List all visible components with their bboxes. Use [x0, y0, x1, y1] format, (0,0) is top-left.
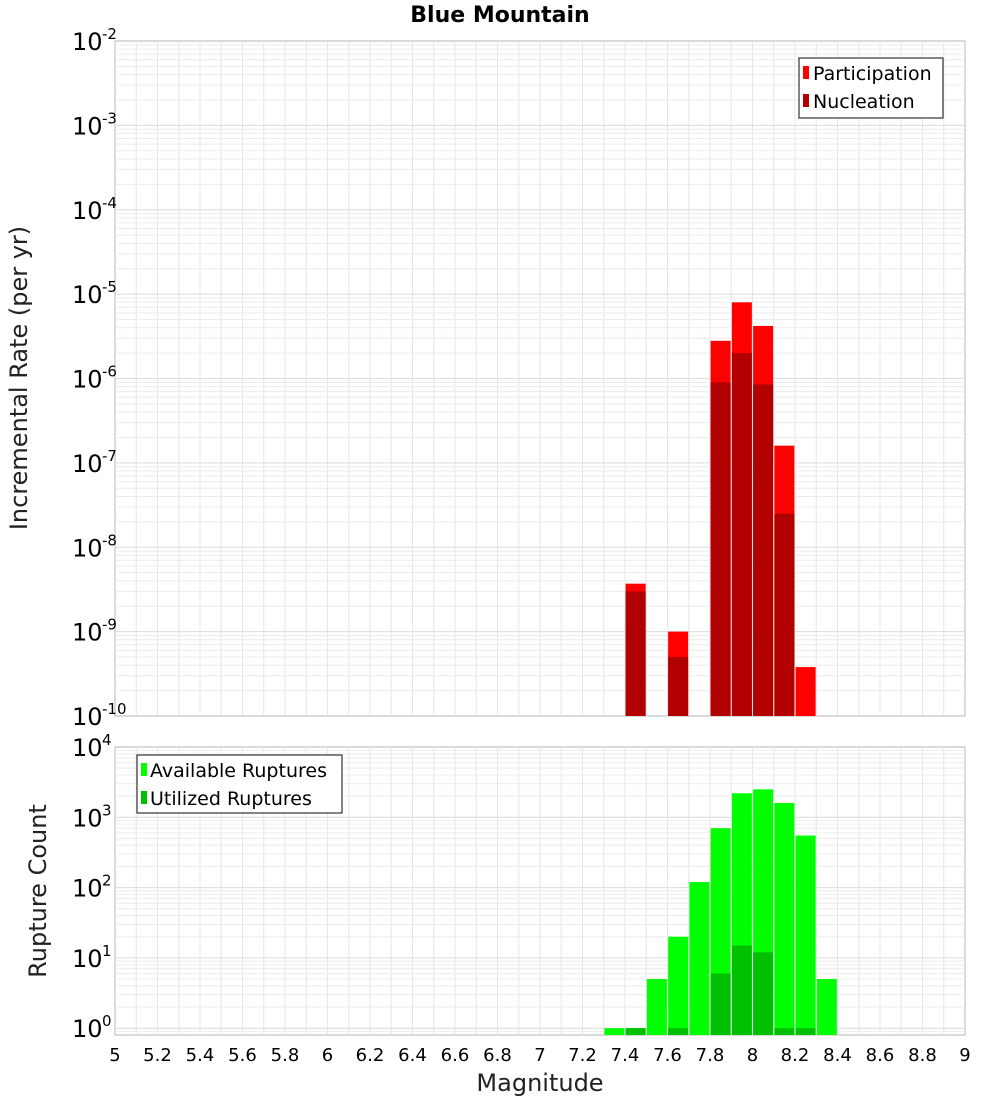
- count-bar-available-ruptures: [795, 835, 816, 1035]
- nucleation-legend-swatch: [803, 94, 809, 107]
- count-legend-box: [136, 754, 343, 814]
- rate-grid: [115, 41, 965, 716]
- rate-y-tick-label: 10: [72, 534, 103, 562]
- count-legend: Available Ruptures Utilized Ruptures: [136, 754, 343, 814]
- count-bar-utilized-ruptures: [625, 1028, 646, 1035]
- magnitude-x-tick-label: 7: [534, 1045, 545, 1066]
- magnitude-x-ticks: 5 5.2 5.4 5.6 5.8 6 6.2 6.4 6.6 6.8 7 7.2 7.4 7.6 7.8 8…: [109, 1045, 970, 1066]
- count-y-tick-label: 10: [72, 1015, 103, 1043]
- rate-y-tick-exponent: -4: [102, 194, 117, 212]
- count-bar-available-ruptures: [774, 802, 795, 1035]
- count-bar-available-ruptures: [646, 979, 667, 1035]
- participation-legend-swatch: [803, 66, 809, 79]
- count-bar-utilized-ruptures: [795, 1028, 816, 1035]
- rate-bar-nucleation: [731, 353, 752, 716]
- rate-y-tick-exponent: -6: [102, 363, 117, 381]
- magnitude-x-tick-label: 8.8: [908, 1045, 937, 1066]
- count-y-tick-label: 10: [72, 734, 103, 762]
- rate-y-tick-exponent: -2: [102, 25, 117, 43]
- count-bar-available-ruptures: [816, 979, 837, 1035]
- rate-y-ticks: 10-210-310-410-510-610-710-810-910-10: [72, 25, 127, 731]
- magnitude-x-tick-label: 6.8: [483, 1045, 512, 1066]
- chart-title: Blue Mountain: [410, 3, 589, 28]
- magnitude-x-tick-label: 5.8: [271, 1045, 300, 1066]
- rate-y-tick-label: 10: [72, 281, 103, 309]
- count-y-tick-label: 10: [72, 945, 103, 973]
- magnitude-x-tick-label: 9: [959, 1045, 970, 1066]
- rate-y-tick-label: 10: [72, 28, 103, 56]
- magnitude-x-tick-label: 8.2: [781, 1045, 810, 1066]
- count-y-tick-exponent: 3: [102, 801, 112, 819]
- magnitude-x-tick-label: 5.2: [143, 1045, 172, 1066]
- magnitude-x-tick-label: 7.6: [653, 1045, 682, 1066]
- magnitude-x-tick-label: 5: [109, 1045, 120, 1066]
- rate-y-tick-exponent: -9: [102, 616, 117, 634]
- rate-y-tick-label: 10: [72, 703, 103, 731]
- rate-y-tick-label: 10: [72, 366, 103, 394]
- rate-y-tick-label: 10: [72, 112, 103, 140]
- rate-y-tick-exponent: -10: [102, 700, 127, 718]
- count-grid: [115, 747, 965, 1035]
- nucleation-legend-label: Nucleation: [813, 91, 915, 113]
- rate-y-axis-label: Incremental Rate (per yr): [5, 226, 33, 530]
- rate-y-tick-exponent: -7: [102, 447, 117, 465]
- rate-y-tick-label: 10: [72, 197, 103, 225]
- magnitude-x-tick-label: 6.4: [398, 1045, 427, 1066]
- participation-legend-label: Participation: [813, 63, 932, 85]
- rate-bar-nucleation: [753, 384, 774, 716]
- count-y-tick-exponent: 4: [102, 731, 112, 749]
- count-bar-utilized-ruptures: [731, 945, 752, 1035]
- magnitude-x-tick-label: 8: [747, 1045, 758, 1066]
- count-bar-utilized-ruptures: [668, 1028, 689, 1035]
- rate-legend: Participation Nucleation: [798, 57, 944, 119]
- count-y-tick-label: 10: [72, 804, 103, 832]
- rate-y-tick-label: 10: [72, 619, 103, 647]
- count-y-tick-label: 10: [72, 875, 103, 903]
- utilized-legend-label: Utilized Ruptures: [150, 788, 312, 810]
- rate-y-tick-exponent: -5: [102, 278, 117, 296]
- rate-legend-box: [798, 57, 944, 119]
- count-bar-available-ruptures: [668, 936, 689, 1035]
- magnitude-x-tick-label: 6.2: [356, 1045, 385, 1066]
- count-y-axis-label: Rupture Count: [24, 804, 52, 978]
- rate-bar-nucleation: [668, 657, 689, 716]
- magnitude-x-tick-label: 8.4: [823, 1045, 852, 1066]
- rate-y-tick-exponent: -8: [102, 531, 117, 549]
- magnitude-x-axis-label: Magnitude: [476, 1069, 603, 1097]
- count-bars: [604, 789, 837, 1035]
- magnitude-x-tick-label: 8.6: [866, 1045, 895, 1066]
- rate-y-tick-label: 10: [72, 450, 103, 478]
- count-bar-utilized-ruptures: [710, 973, 731, 1035]
- count-y-tick-exponent: 0: [102, 1012, 112, 1030]
- magnitude-x-tick-label: 6.6: [441, 1045, 470, 1066]
- count-bar-utilized-ruptures: [753, 952, 774, 1035]
- count-y-tick-exponent: 1: [102, 942, 112, 960]
- available-legend-label: Available Ruptures: [150, 760, 327, 782]
- magnitude-x-tick-label: 7.2: [568, 1045, 597, 1066]
- rate-bar-nucleation: [774, 513, 795, 716]
- magnitude-x-tick-label: 7.4: [611, 1045, 640, 1066]
- rate-y-tick-exponent: -3: [102, 109, 117, 127]
- rate-panel: 10-210-310-410-510-610-710-810-910-10 In…: [5, 25, 966, 731]
- magnitude-x-tick-label: 5.4: [186, 1045, 215, 1066]
- available-legend-swatch: [141, 763, 147, 776]
- count-bar-available-ruptures: [604, 1028, 625, 1035]
- rate-bars: [625, 302, 816, 716]
- count-bar-available-ruptures: [689, 882, 710, 1035]
- count-bar-utilized-ruptures: [774, 1028, 795, 1035]
- rate-bar-participation: [795, 667, 816, 716]
- magnitude-x-tick-label: 6: [322, 1045, 333, 1066]
- magnitude-x-tick-label: 7.8: [696, 1045, 725, 1066]
- count-y-tick-exponent: 2: [102, 872, 112, 890]
- rate-bar-nucleation: [710, 382, 731, 716]
- utilized-legend-swatch: [141, 791, 147, 804]
- magnitude-x-tick-label: 5.6: [228, 1045, 257, 1066]
- rate-bar-nucleation: [625, 591, 646, 716]
